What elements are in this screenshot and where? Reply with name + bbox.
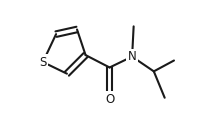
Text: O: O [105, 93, 114, 106]
Text: S: S [39, 56, 47, 69]
Text: N: N [128, 50, 137, 63]
